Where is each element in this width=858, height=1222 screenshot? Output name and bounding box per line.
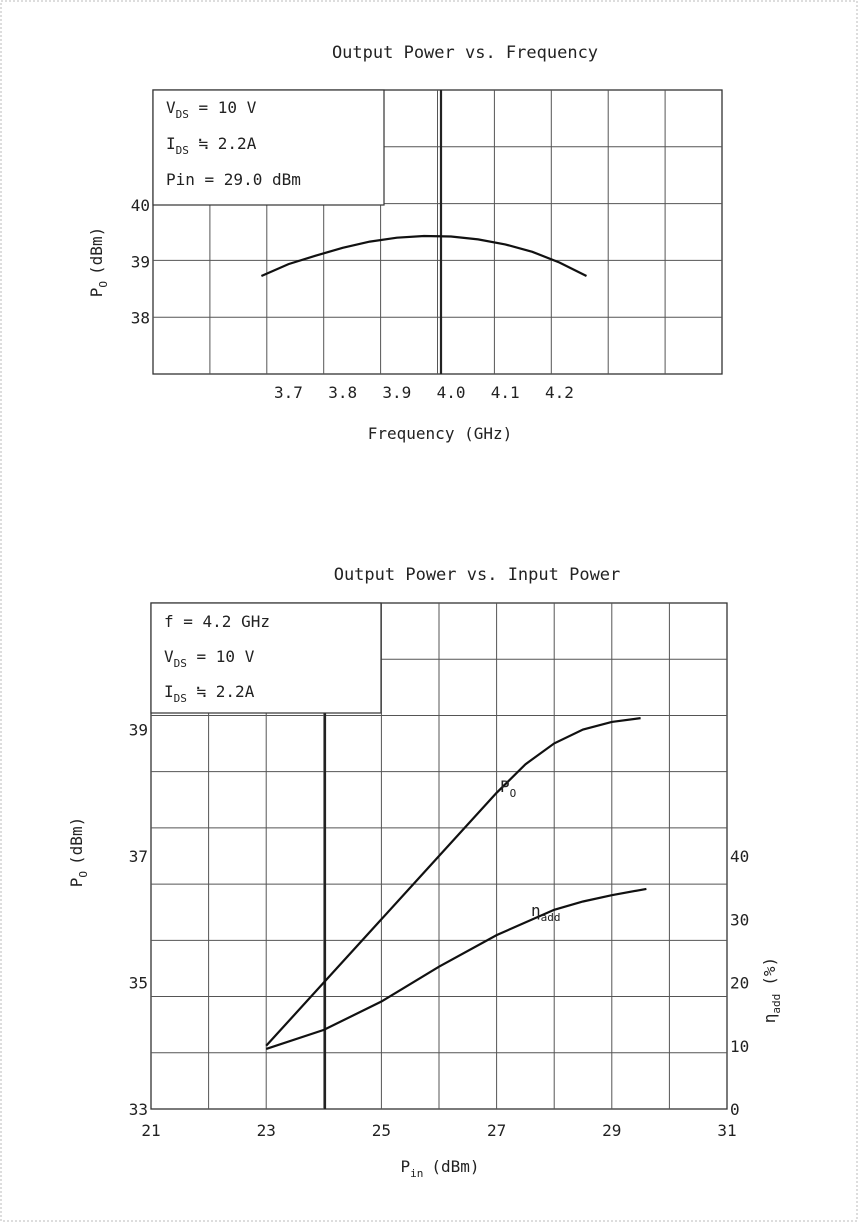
svg-text:ηadd(%): ηadd(%)	[760, 957, 783, 1023]
chart1-title: Output Power vs. Frequency	[332, 43, 598, 63]
chart2-y-tick-label: 35	[129, 974, 148, 993]
chart1-y-tick-label: 39	[131, 252, 150, 271]
chart2-x-tick-label: 23	[257, 1121, 276, 1140]
chart1-legend-box	[152, 89, 385, 206]
chart2-x-tick-label: 27	[487, 1121, 506, 1140]
chart1-x-tick-label: 3.9	[382, 383, 411, 402]
chart2-title: Output Power vs. Input Power	[334, 565, 621, 585]
svg-text:PO(dBm): PO (dBm)	[87, 227, 110, 297]
chart2-y-tick-label: 37	[129, 847, 148, 866]
chart2-y-ticks: 33 35 37 39	[129, 721, 148, 1120]
chart2-legend-text: f = 4.2 GHz VDS = 10 V IDS ≒ 2.2A	[164, 612, 270, 705]
chart1-legend-line: Pin = 29.0 dBm	[166, 170, 301, 189]
chart2-legend-line: VDS = 10 V	[164, 647, 255, 670]
chart2-y2-axis-label: ηadd(%)	[760, 957, 783, 1023]
chart2-x-tick-label: 31	[717, 1121, 736, 1140]
chart1-x-ticks: 3.7 3.8 3.9 4.0 4.1 4.2	[274, 383, 574, 402]
chart1-y-axis-label: PO (dBm)	[87, 227, 110, 297]
chart1-ylabel-main: P	[87, 288, 106, 298]
chart2-series-po-label: PO	[500, 777, 516, 800]
chart2-y2-tick-label: 20	[730, 974, 749, 993]
chart-output-vs-input: Output Power vs. Input Power f = 4.2 GHz…	[67, 565, 783, 1180]
chart1-series-line	[260, 234, 587, 278]
chart1-y-tick-label: 38	[131, 309, 150, 328]
chart1-ylabel-sub: O	[97, 281, 110, 288]
chart2-series-eta-label: ηadd	[531, 901, 561, 924]
chart1-y-ticks: 38 39 40	[131, 196, 150, 328]
chart1-ylabel-unit: (dBm)	[87, 227, 106, 275]
chart1-y-tick-label: 40	[131, 196, 150, 215]
chart2-legend-line: f = 4.2 GHz	[164, 612, 270, 631]
svg-text:PO(dBm): PO(dBm)	[67, 817, 90, 887]
chart2-y2-tick-label: 40	[730, 847, 749, 866]
chart1-legend-text: VDS = 10 V IDS ≒ 2.2A Pin = 29.0 dBm	[166, 98, 301, 189]
chart2-y2-ticks: 0 10 20 30 40	[730, 847, 749, 1119]
chart2-legend-box	[150, 602, 382, 714]
chart2-y2-tick-label: 10	[730, 1037, 749, 1056]
chart2-series-po-line	[265, 717, 641, 1047]
chart2-series-eta-line	[265, 887, 647, 1050]
chart2-legend-line: IDS ≒ 2.2A	[164, 682, 255, 705]
chart2-y2-tick-label: 30	[730, 910, 749, 929]
chart1-x-tick-label: 4.1	[491, 383, 520, 402]
chart1-x-tick-label: 3.8	[328, 383, 357, 402]
chart1-legend-line: VDS = 10 V	[166, 98, 257, 121]
chart1-x-tick-label: 3.7	[274, 383, 303, 402]
chart2-y-tick-label: 39	[129, 721, 148, 740]
chart2-y-axis-label: PO(dBm)	[67, 817, 90, 887]
chart2-x-tick-label: 25	[372, 1121, 391, 1140]
chart2-y-tick-label: 33	[129, 1100, 148, 1119]
chart1-x-axis-label: Frequency (GHz)	[368, 424, 513, 443]
chart2-x-ticks: 21 23 25 27 29 31	[141, 1121, 736, 1140]
chart1-x-tick-label: 4.0	[437, 383, 466, 402]
chart2-x-tick-label: 21	[141, 1121, 160, 1140]
chart2-x-axis-label: Pin (dBm)	[400, 1157, 479, 1180]
chart1-grid	[152, 89, 723, 375]
chart-output-vs-frequency: Output Power vs. Frequency VDS = 10 V IDS…	[87, 43, 723, 443]
chart2-x-tick-label: 29	[602, 1121, 621, 1140]
chart1-x-tick-label: 4.2	[545, 383, 574, 402]
chart2-y2-tick-label: 0	[730, 1100, 740, 1119]
chart1-legend-line: IDS ≒ 2.2A	[166, 134, 257, 157]
